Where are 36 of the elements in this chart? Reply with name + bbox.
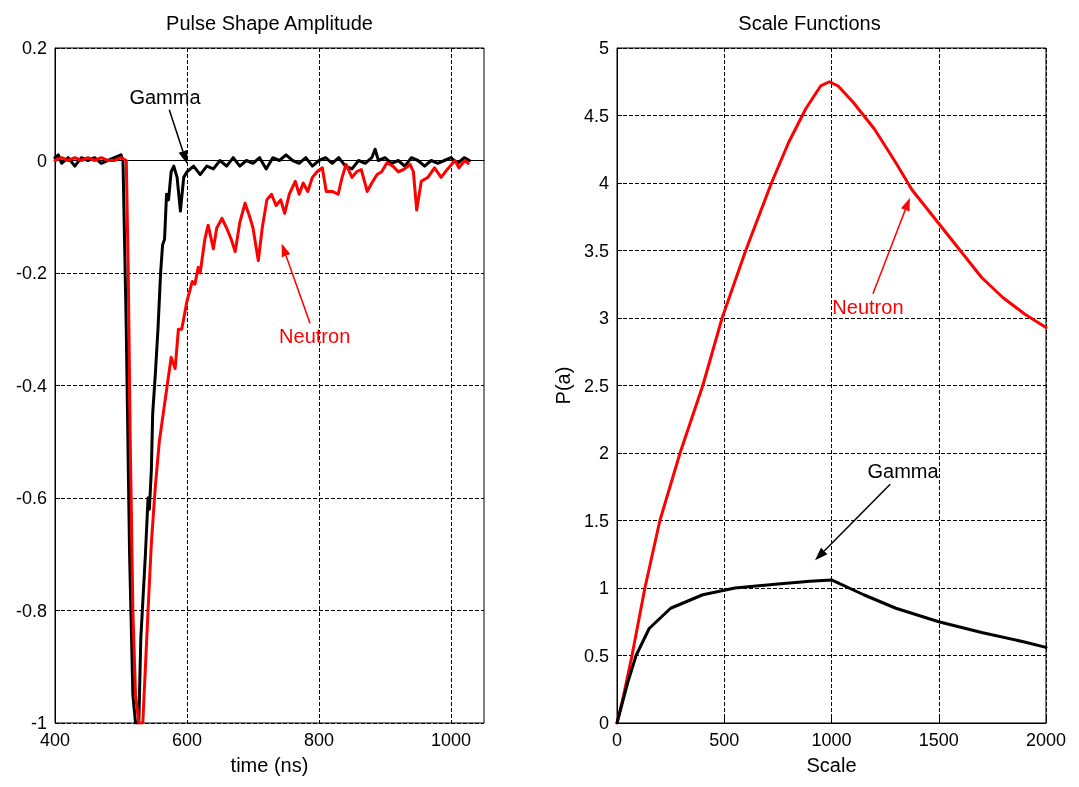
x-tick-label: 2000 xyxy=(1025,730,1067,750)
x-axis-title: time (ns) xyxy=(230,754,309,776)
y-tick-label: 4 xyxy=(598,173,609,193)
x-axis-title: Scale xyxy=(806,754,857,776)
y-tick-label: 2.5 xyxy=(583,375,609,396)
y-tick-label: -1 xyxy=(30,713,47,733)
y-tick-label: -0.4 xyxy=(15,375,47,396)
y-tick-label: 3 xyxy=(598,308,609,328)
y-tick-label: 0 xyxy=(36,150,47,171)
y-tick-label: -0.6 xyxy=(15,488,47,508)
x-tick-label: 500 xyxy=(709,730,740,750)
chart-title: Scale Functions xyxy=(738,12,881,34)
y-tick-label: 2 xyxy=(598,443,609,463)
text: Gamma xyxy=(129,85,202,108)
y-tick-label: 0.2 xyxy=(21,38,47,58)
text: Neutron xyxy=(279,325,351,348)
text: Gamma xyxy=(867,460,940,483)
y-tick-label: -0.8 xyxy=(15,600,47,621)
x-tick-label: 1000 xyxy=(430,730,472,750)
y-tick-label: 1.5 xyxy=(583,510,609,531)
y-tick-label: 3.5 xyxy=(583,240,609,261)
y-tick-label: 4.5 xyxy=(583,105,609,126)
y-tick-label: 0.5 xyxy=(583,645,609,666)
x-tick-label: 0 xyxy=(611,730,623,750)
text: Neutron xyxy=(832,295,904,318)
y-tick-label: 5 xyxy=(598,38,609,58)
x-tick-label: 800 xyxy=(303,730,335,750)
y-axis-title: P(a) xyxy=(552,366,575,405)
x-tick-label: 1500 xyxy=(918,730,959,750)
y-tick-label: -0.2 xyxy=(15,263,47,283)
x-tick-label: 400 xyxy=(39,730,71,750)
x-tick-label: 1000 xyxy=(811,730,852,750)
y-tick-label: 1 xyxy=(598,578,609,598)
chart-title: Pulse Shape Amplitude xyxy=(166,12,373,34)
y-tick-label: 0 xyxy=(598,713,609,733)
x-tick-label: 600 xyxy=(171,730,203,750)
